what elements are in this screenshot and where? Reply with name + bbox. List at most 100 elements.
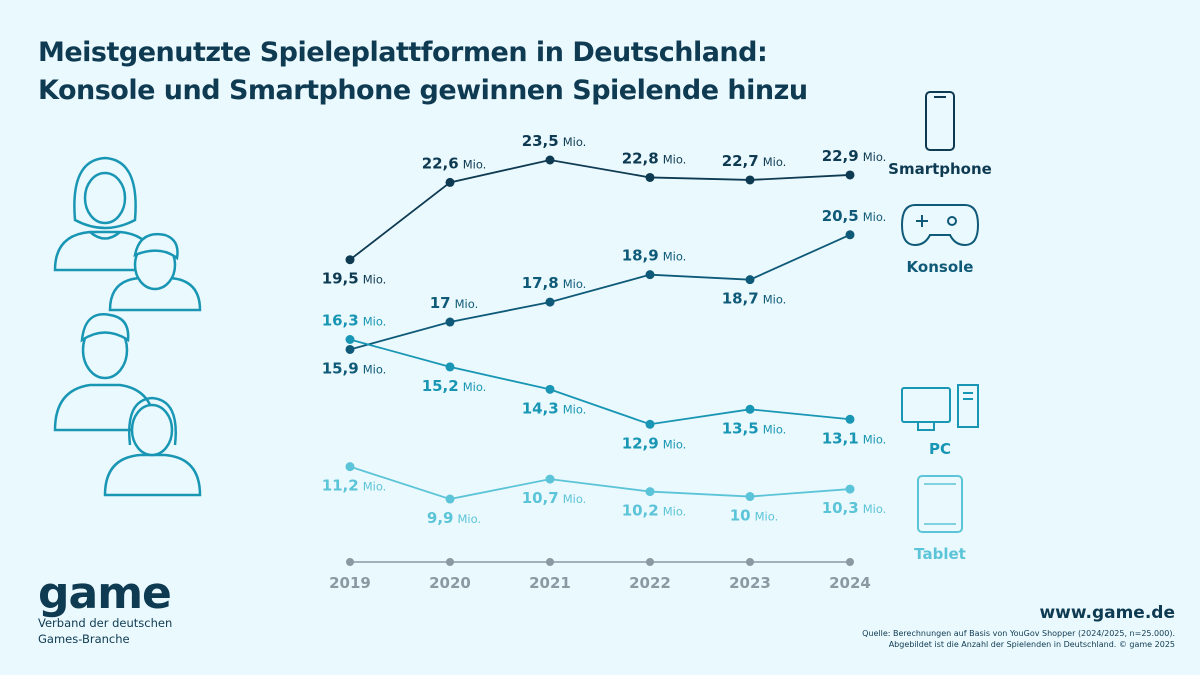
data-point-smartphone[interactable] <box>545 155 555 165</box>
legend-label-smartphone: Smartphone <box>888 160 992 178</box>
x-axis-tick <box>646 558 654 566</box>
source-note: Quelle: Berechnungen auf Basis von YouGo… <box>862 628 1175 650</box>
x-axis-tick <box>346 558 354 566</box>
person-woman-2 <box>103 396 202 497</box>
x-axis-tick <box>746 558 754 566</box>
data-point-konsole[interactable] <box>745 275 755 285</box>
data-label-value: 14,3 <box>522 399 559 417</box>
person-man-1 <box>108 232 202 312</box>
data-point-konsole[interactable] <box>445 317 455 327</box>
data-label: 11,2 Mio. <box>322 477 387 495</box>
data-label-unit: Mio. <box>363 273 387 287</box>
data-label-unit: Mio. <box>763 422 787 436</box>
data-label-unit: Mio. <box>863 150 887 164</box>
data-point-tablet[interactable] <box>345 462 355 472</box>
data-label-unit: Mio. <box>563 492 587 506</box>
tagline-line-2: Games-Branche <box>38 632 130 646</box>
data-label-value: 22,7 <box>722 152 759 170</box>
data-label: 22,9 Mio. <box>822 147 887 165</box>
title-line-2: Konsole und Smartphone gewinnen Spielend… <box>38 75 808 106</box>
data-point-tablet[interactable] <box>845 484 855 494</box>
data-point-tablet[interactable] <box>745 492 755 502</box>
data-label-unit: Mio. <box>663 152 687 166</box>
legend-label-konsole: Konsole <box>907 258 974 276</box>
data-point-smartphone[interactable] <box>645 172 655 182</box>
source-line-2: Abgebildet ist die Anzahl der Spielenden… <box>888 640 1175 649</box>
data-label-value: 9,9 <box>427 509 454 527</box>
data-point-konsole[interactable] <box>345 344 355 354</box>
legend-label-pc: PC <box>929 440 951 458</box>
data-point-tablet[interactable] <box>445 494 455 504</box>
data-label: 17,8 Mio. <box>522 274 587 292</box>
data-label-unit: Mio. <box>863 432 887 446</box>
desktop-pc-icon <box>901 384 979 431</box>
data-label-unit: Mio. <box>563 135 587 149</box>
data-label-value: 17,8 <box>522 274 559 292</box>
data-label: 15,9 Mio. <box>322 359 387 377</box>
data-label-unit: Mio. <box>363 314 387 328</box>
data-label-value: 13,5 <box>722 419 759 437</box>
data-label: 10,3 Mio. <box>822 499 887 517</box>
data-label-value: 22,9 <box>822 147 859 165</box>
data-label-unit: Mio. <box>763 155 787 169</box>
legend-label-tablet: Tablet <box>914 545 966 563</box>
data-label-value: 15,9 <box>322 359 359 377</box>
data-label: 22,6 Mio. <box>422 154 487 172</box>
data-label: 10 Mio. <box>730 507 778 525</box>
data-point-pc[interactable] <box>845 414 855 424</box>
data-point-smartphone[interactable] <box>845 170 855 180</box>
data-label-unit: Mio. <box>363 362 387 376</box>
data-label-value: 10 <box>730 507 751 525</box>
data-label-unit: Mio. <box>363 480 387 494</box>
data-point-tablet[interactable] <box>645 487 655 497</box>
data-label-value: 20,5 <box>822 207 859 225</box>
data-label: 10,2 Mio. <box>622 502 687 520</box>
data-label: 18,7 Mio. <box>722 290 787 308</box>
data-label: 19,5 Mio. <box>322 270 387 288</box>
data-label-value: 10,7 <box>522 489 559 507</box>
x-tick-label: 2024 <box>829 574 871 592</box>
data-label-value: 22,8 <box>622 149 659 167</box>
data-label-unit: Mio. <box>563 402 587 416</box>
source-line-1: Quelle: Berechnungen auf Basis von YouGo… <box>862 629 1175 638</box>
tagline: Verband der deutschen Games-Branche <box>38 615 172 647</box>
data-label-unit: Mio. <box>663 505 687 519</box>
data-label-unit: Mio. <box>563 277 587 291</box>
series-line-konsole <box>349 233 851 351</box>
data-point-pc[interactable] <box>745 404 755 414</box>
data-label: 18,9 Mio. <box>622 247 687 265</box>
data-point-smartphone[interactable] <box>445 177 455 187</box>
title-line-1: Meistgenutzte Spieleplattformen in Deuts… <box>38 37 768 68</box>
data-label-unit: Mio. <box>663 437 687 451</box>
data-point-pc[interactable] <box>345 334 355 344</box>
data-point-pc[interactable] <box>645 419 655 429</box>
data-point-pc[interactable] <box>445 362 455 372</box>
data-label: 13,1 Mio. <box>822 429 887 447</box>
data-label-value: 19,5 <box>322 270 359 288</box>
data-label-value: 22,6 <box>422 154 459 172</box>
data-label: 22,8 Mio. <box>622 149 687 167</box>
data-label: 22,7 Mio. <box>722 152 787 170</box>
data-label-value: 13,1 <box>822 429 859 447</box>
data-label: 13,5 Mio. <box>722 419 787 437</box>
data-point-tablet[interactable] <box>545 474 555 484</box>
data-label: 14,3 Mio. <box>522 399 587 417</box>
data-label: 12,9 Mio. <box>622 434 687 452</box>
data-label-value: 10,2 <box>622 502 659 520</box>
x-tick-label: 2019 <box>329 574 371 592</box>
data-label-value: 10,3 <box>822 499 859 517</box>
data-point-smartphone[interactable] <box>345 255 355 265</box>
data-point-konsole[interactable] <box>845 230 855 240</box>
data-point-pc[interactable] <box>545 384 555 394</box>
data-point-smartphone[interactable] <box>745 175 755 185</box>
game-logo[interactable]: game <box>38 568 172 619</box>
x-tick-label: 2022 <box>629 574 671 592</box>
data-point-konsole[interactable] <box>645 270 655 280</box>
website-link[interactable]: www.game.de <box>1039 603 1175 623</box>
data-label: 9,9 Mio. <box>427 509 481 527</box>
x-tick-label: 2023 <box>729 574 771 592</box>
data-label-value: 17 <box>430 294 451 312</box>
data-point-konsole[interactable] <box>545 297 555 307</box>
